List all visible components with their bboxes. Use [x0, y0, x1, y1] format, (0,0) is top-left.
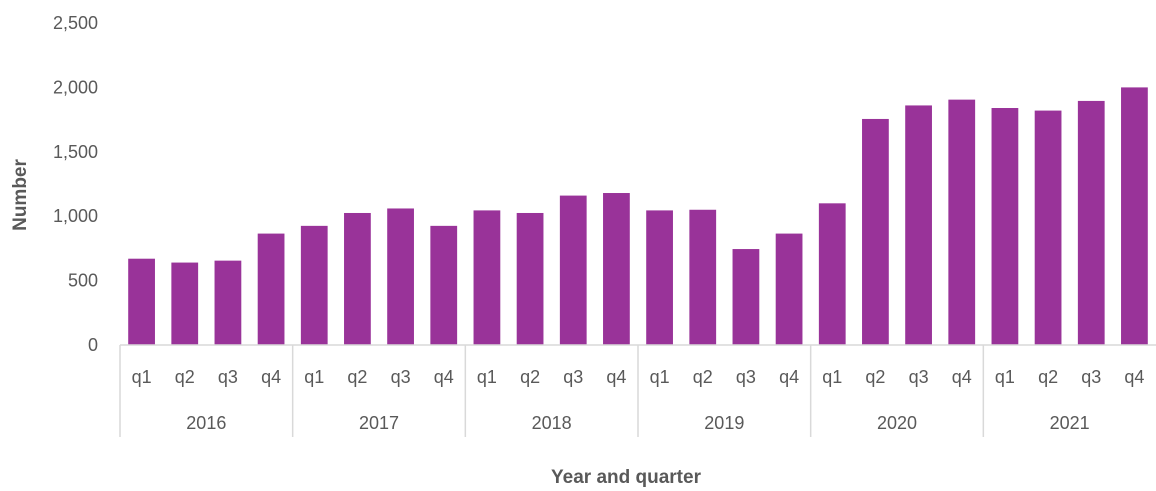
x-tick-label: q1	[132, 367, 152, 387]
x-tick-label: q3	[563, 367, 583, 387]
bar	[516, 212, 544, 345]
bar	[1034, 110, 1062, 345]
x-group-label: 2020	[877, 413, 917, 433]
x-tick-label: q1	[995, 367, 1015, 387]
bar	[775, 233, 803, 345]
bar	[300, 225, 328, 345]
x-tick-label: q3	[736, 367, 756, 387]
bar	[344, 212, 371, 345]
y-tick-label: 0	[88, 335, 98, 355]
bar	[387, 208, 414, 345]
x-tick-label: q4	[1124, 367, 1144, 387]
x-tick-label: q2	[1038, 367, 1058, 387]
x-tick-label: q1	[477, 367, 497, 387]
bar	[991, 108, 1019, 346]
bar	[818, 203, 846, 345]
x-tick-label: q2	[693, 367, 713, 387]
x-tick-label: q3	[391, 367, 411, 387]
bar	[1077, 100, 1105, 345]
x-tick-label: q4	[779, 367, 799, 387]
y-axis-title: Number	[10, 159, 31, 231]
y-tick-label: 1,500	[53, 142, 98, 162]
x-group-label: 2019	[704, 413, 744, 433]
bar	[430, 225, 458, 345]
y-tick-label: 500	[68, 271, 98, 291]
x-tick-label: q2	[865, 367, 885, 387]
x-group-label: 2016	[186, 413, 226, 433]
bar	[905, 105, 932, 345]
x-group-label: 2021	[1050, 413, 1090, 433]
x-tick-label: q3	[909, 367, 929, 387]
x-tick-label: q1	[304, 367, 324, 387]
x-tick-label: q1	[822, 367, 842, 387]
x-tick-label: q4	[434, 367, 454, 387]
x-tick-label: q3	[1081, 367, 1101, 387]
bar	[171, 262, 199, 345]
bar	[948, 99, 976, 345]
bars	[128, 87, 1148, 346]
bar	[732, 249, 760, 345]
x-tick-label: q4	[606, 367, 626, 387]
y-tick-label: 2,500	[53, 13, 98, 33]
x-axis-title: Year and quarter	[551, 467, 702, 488]
x-tick-label: q2	[175, 367, 195, 387]
bar	[128, 258, 155, 345]
x-tick-label: q2	[347, 367, 367, 387]
bar	[257, 233, 285, 345]
bar	[689, 209, 717, 345]
bar	[862, 118, 889, 346]
x-tick-label: q4	[952, 367, 972, 387]
y-axis-ticks: 0 500 1,000 1,500 2,000 2,500	[53, 13, 98, 355]
x-tick-label: q1	[650, 367, 670, 387]
bar	[646, 210, 673, 345]
x-tick-label: q4	[261, 367, 281, 387]
x-tick-label: q2	[520, 367, 540, 387]
bar	[1121, 87, 1148, 346]
y-tick-label: 2,000	[53, 77, 98, 97]
bar	[603, 193, 630, 345]
x-tick-label: q3	[218, 367, 238, 387]
bar	[214, 260, 242, 345]
x-group-label: 2018	[532, 413, 572, 433]
x-group-label: 2017	[359, 413, 399, 433]
bar	[473, 210, 501, 345]
bar	[559, 195, 587, 345]
x-axis: q1 q2 q3 q4 2016 q1 q2 q3 q4 2017 q1 q2 q3 q4 2018 q1 q2…	[119, 344, 1156, 437]
y-tick-label: 1,000	[53, 206, 98, 226]
